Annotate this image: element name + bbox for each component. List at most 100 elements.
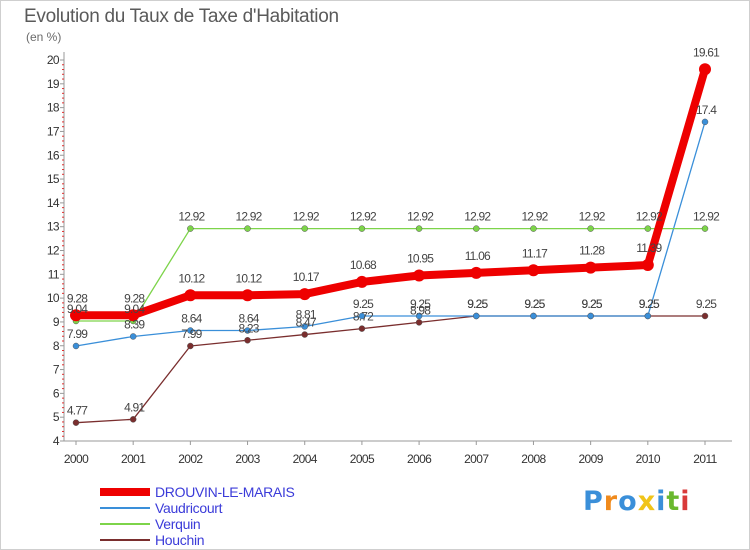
data-point bbox=[187, 225, 194, 232]
y-tick-label: 9 bbox=[53, 315, 60, 329]
data-point bbox=[701, 312, 709, 320]
data-point bbox=[70, 309, 82, 322]
data-label: 12.92 bbox=[407, 210, 434, 224]
data-point bbox=[415, 225, 423, 232]
data-point bbox=[644, 225, 652, 232]
data-point bbox=[587, 225, 594, 232]
data-label: 8.64 bbox=[238, 312, 259, 326]
logo-letter: P bbox=[583, 486, 604, 517]
x-tick-label: 2009 bbox=[578, 452, 603, 466]
data-label: 9.04 bbox=[124, 302, 145, 316]
data-label: 8.47 bbox=[296, 316, 317, 330]
y-tick-label: 11 bbox=[48, 267, 60, 281]
chart-title: Evolution du Taux de Taxe d'Habitation bbox=[24, 6, 339, 27]
legend-label: Houchin bbox=[155, 532, 205, 548]
data-label: 19.61 bbox=[693, 45, 720, 59]
data-point bbox=[72, 419, 80, 426]
data-point bbox=[473, 225, 480, 232]
data-point bbox=[244, 225, 251, 232]
data-label: 8.39 bbox=[124, 317, 145, 331]
data-label: 9.25 bbox=[467, 297, 488, 311]
y-tick-label: 16 bbox=[47, 148, 60, 162]
legend-label: DROUVIN-LE-MARAIS bbox=[155, 484, 295, 500]
data-label: 9.25 bbox=[639, 297, 660, 311]
data-point bbox=[358, 325, 366, 332]
data-label: 10.17 bbox=[293, 270, 320, 284]
series-line bbox=[75, 121, 706, 347]
y-tick-label: 8 bbox=[53, 339, 60, 353]
data-label: 9.28 bbox=[124, 291, 145, 305]
y-axis-labels: 4 5 6 7 8 9 10 11 12 13 14 15 16 17 18 19 20 bbox=[47, 53, 61, 448]
data-label: 12.92 bbox=[293, 210, 320, 224]
legend-swatch bbox=[100, 539, 150, 541]
data-label: 12.92 bbox=[693, 210, 720, 224]
x-tick-label: 2003 bbox=[235, 452, 260, 466]
x-tick-label: 2011 bbox=[693, 452, 717, 466]
y-tick-label: 10 bbox=[47, 291, 60, 305]
data-point bbox=[473, 312, 480, 320]
series-line bbox=[72, 65, 709, 320]
x-tick-label: 2008 bbox=[521, 452, 546, 466]
data-point bbox=[241, 289, 254, 302]
data-label: 8.64 bbox=[181, 312, 202, 326]
y-tick-label: 15 bbox=[47, 172, 60, 186]
data-point bbox=[470, 266, 483, 279]
data-label: 9.25 bbox=[524, 297, 545, 311]
data-label: 17.4 bbox=[696, 103, 717, 117]
data-label: 8.23 bbox=[238, 321, 259, 335]
y-tick-label: 6 bbox=[53, 386, 60, 400]
data-label: 9.25 bbox=[582, 297, 603, 311]
data-point bbox=[415, 319, 423, 326]
data-point bbox=[530, 225, 537, 232]
logo-letter: o bbox=[618, 486, 638, 517]
x-tick-label: 2004 bbox=[293, 452, 318, 466]
data-label: 8.72 bbox=[353, 310, 374, 324]
logo-letter: i bbox=[656, 486, 667, 517]
data-label: 11.06 bbox=[465, 249, 491, 263]
data-point bbox=[298, 288, 311, 301]
data-label: 7.99 bbox=[181, 327, 202, 341]
data-label: 4.91 bbox=[124, 400, 145, 414]
data-label: 11.28 bbox=[579, 244, 605, 258]
data-label: 12.92 bbox=[236, 210, 263, 224]
x-tick-label: 2010 bbox=[636, 452, 661, 466]
axes bbox=[60, 52, 732, 445]
data-label: 7.99 bbox=[67, 327, 88, 341]
data-point bbox=[644, 312, 652, 320]
data-point bbox=[129, 333, 137, 340]
series-layer bbox=[70, 63, 711, 426]
data-label: 9.25 bbox=[639, 297, 660, 311]
y-tick-label: 17 bbox=[47, 124, 60, 138]
data-point bbox=[127, 309, 140, 322]
data-label: 8.81 bbox=[296, 307, 317, 321]
x-tick-label: 2006 bbox=[407, 452, 432, 466]
data-label: 12.92 bbox=[178, 210, 205, 224]
legend-swatch bbox=[100, 507, 150, 509]
legend-label: Vaudricourt bbox=[155, 500, 223, 516]
data-labels: 9.28 9.28 10.12 10.12 10.17 10.68 10.95 11.06 11… bbox=[67, 45, 721, 418]
data-point bbox=[187, 342, 194, 350]
data-label: 12.92 bbox=[636, 210, 663, 224]
logo-letter: x bbox=[637, 486, 657, 517]
data-point bbox=[244, 327, 251, 334]
data-point bbox=[415, 312, 423, 320]
data-label: 9.25 bbox=[353, 297, 374, 311]
legend-label: Verquin bbox=[155, 516, 201, 532]
y-tick-label: 4 bbox=[53, 434, 60, 448]
data-label: 12.92 bbox=[521, 210, 548, 224]
x-axis-labels: 2000 2001 2002 2003 2004 2005 2006 2007 2008 2009… bbox=[64, 452, 718, 466]
data-label: 9.25 bbox=[467, 297, 488, 311]
data-label: 11.39 bbox=[636, 241, 662, 255]
legend-swatch bbox=[100, 488, 150, 496]
data-point bbox=[187, 327, 194, 334]
x-tick-label: 2007 bbox=[464, 452, 489, 466]
data-point bbox=[584, 261, 597, 274]
data-label: 9.25 bbox=[410, 297, 431, 311]
data-label: 9.28 bbox=[67, 291, 88, 305]
data-point bbox=[701, 118, 709, 126]
data-point bbox=[301, 331, 308, 338]
y-tick-label: 7 bbox=[53, 363, 60, 377]
series-drouvin-le-marais bbox=[70, 63, 711, 322]
data-label: 4.77 bbox=[67, 404, 88, 418]
